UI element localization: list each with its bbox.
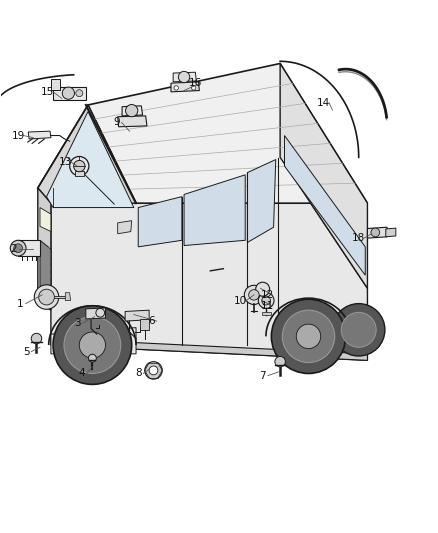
Polygon shape (138, 197, 182, 247)
Text: 15: 15 (41, 87, 54, 97)
Text: 12: 12 (261, 290, 274, 300)
Polygon shape (28, 131, 51, 139)
Circle shape (191, 86, 196, 90)
Circle shape (64, 317, 121, 374)
Circle shape (74, 160, 85, 172)
Circle shape (62, 87, 74, 99)
Circle shape (31, 333, 42, 344)
Polygon shape (40, 207, 51, 231)
Circle shape (272, 299, 346, 374)
Polygon shape (173, 72, 196, 82)
Polygon shape (18, 240, 40, 256)
Circle shape (262, 296, 271, 305)
Text: 9: 9 (113, 117, 120, 127)
Text: 18: 18 (352, 233, 365, 243)
Polygon shape (38, 188, 51, 310)
Circle shape (371, 228, 380, 237)
Circle shape (174, 86, 178, 90)
Circle shape (332, 304, 385, 356)
Circle shape (258, 293, 274, 309)
Circle shape (244, 285, 264, 304)
Circle shape (79, 332, 106, 358)
Circle shape (70, 157, 89, 176)
Polygon shape (247, 159, 276, 243)
Polygon shape (86, 308, 106, 319)
Polygon shape (122, 106, 143, 116)
Polygon shape (184, 175, 245, 246)
Text: 10: 10 (233, 296, 247, 306)
Polygon shape (125, 310, 149, 321)
Polygon shape (40, 240, 51, 288)
Text: 2: 2 (11, 244, 17, 254)
Polygon shape (51, 338, 367, 360)
Polygon shape (386, 228, 396, 237)
Text: 3: 3 (74, 318, 81, 328)
Polygon shape (118, 221, 132, 234)
Text: 11: 11 (261, 301, 274, 311)
Circle shape (76, 90, 83, 96)
Circle shape (296, 324, 321, 349)
Text: 14: 14 (317, 98, 330, 108)
Text: 4: 4 (78, 368, 85, 378)
Text: 7: 7 (259, 370, 266, 381)
Circle shape (341, 312, 376, 348)
Circle shape (14, 244, 22, 253)
Circle shape (149, 366, 158, 375)
Polygon shape (51, 328, 136, 354)
Circle shape (145, 362, 162, 379)
Text: 5: 5 (23, 346, 29, 357)
Polygon shape (48, 296, 66, 298)
Text: 16: 16 (188, 78, 201, 88)
Text: 1: 1 (17, 298, 24, 309)
Polygon shape (51, 79, 60, 90)
Circle shape (53, 306, 132, 384)
Circle shape (178, 71, 190, 83)
Circle shape (249, 289, 259, 300)
Polygon shape (280, 63, 367, 288)
Polygon shape (75, 171, 84, 176)
Polygon shape (118, 116, 147, 127)
Polygon shape (367, 227, 387, 238)
Text: 8: 8 (135, 368, 141, 378)
Polygon shape (38, 288, 51, 308)
Polygon shape (65, 293, 71, 301)
Polygon shape (171, 82, 199, 92)
Polygon shape (38, 105, 136, 203)
Circle shape (88, 354, 96, 362)
Polygon shape (51, 157, 367, 360)
Polygon shape (141, 319, 149, 330)
Polygon shape (53, 87, 86, 100)
Polygon shape (262, 312, 271, 316)
Circle shape (34, 285, 59, 309)
Polygon shape (46, 111, 134, 207)
Circle shape (11, 240, 26, 256)
Text: 19: 19 (11, 131, 25, 141)
Circle shape (256, 282, 270, 296)
Text: 13: 13 (59, 157, 72, 167)
Circle shape (39, 289, 54, 305)
Polygon shape (88, 63, 367, 203)
Text: 6: 6 (148, 316, 155, 326)
Circle shape (126, 104, 138, 117)
Circle shape (283, 310, 335, 362)
Circle shape (275, 357, 286, 367)
Polygon shape (285, 135, 365, 275)
